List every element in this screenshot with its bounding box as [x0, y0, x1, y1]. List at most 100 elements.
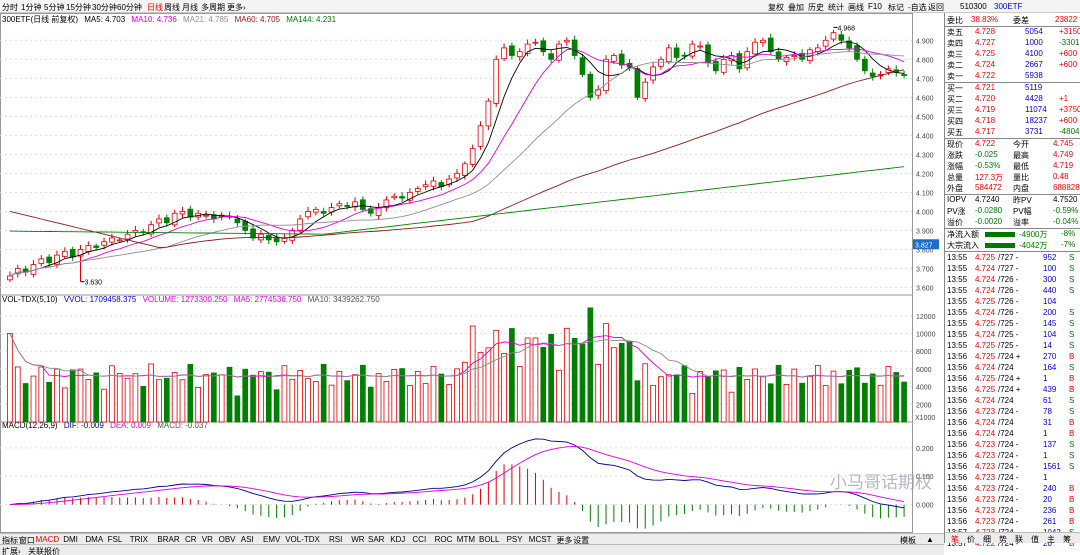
tick-time: 13:56 [947, 363, 968, 372]
volume-bar [705, 375, 711, 423]
indicator-tab-17[interactable]: KDJ [390, 535, 406, 544]
indicator-tab-25[interactable]: 设置 [573, 536, 590, 545]
indicator-tab-6[interactable]: TRIX [129, 535, 149, 544]
volume-bar [634, 380, 641, 423]
candle-body [383, 199, 390, 209]
bid-row: 买三 4.719 11074 +3750 [945, 105, 1080, 115]
flow-pct: -8% [1061, 229, 1076, 238]
candle-body [414, 188, 421, 192]
tick-delta: /725 - [998, 319, 1019, 328]
tick-volume: 1 [1043, 429, 1048, 438]
indicator-tab-16[interactable]: SAR [368, 535, 385, 544]
toolbar-right-3[interactable]: 统计 [828, 3, 844, 12]
period-tab-9[interactable]: 多周期 [201, 3, 225, 12]
candle-body [93, 245, 100, 248]
price-tick: 3.600 [916, 285, 934, 292]
indicator-tab-8[interactable]: CR [185, 535, 197, 544]
period-tab-7[interactable]: 周线 [164, 3, 180, 12]
candle-body [720, 58, 727, 73]
right-tab-5[interactable]: 值 [1031, 535, 1039, 544]
period-tab-3[interactable]: 15分钟 [66, 3, 91, 12]
right-tab-3[interactable]: 势 [999, 535, 1007, 544]
period-tab-5[interactable]: 60分钟 [117, 3, 142, 12]
indicator-tab-15[interactable]: WR [351, 535, 365, 544]
volume-bar [665, 374, 672, 423]
bottom-tab-1[interactable]: 关联报价 [28, 547, 60, 555]
bid-volume: 3731 [1025, 127, 1043, 136]
tick-time: 13:57 [947, 539, 968, 548]
indicator-tab-24[interactable]: 更多 [556, 536, 573, 545]
volume-bar [54, 368, 60, 423]
candle-body [658, 58, 664, 67]
indicator-tab-21[interactable]: BOLL [479, 535, 500, 544]
candle-body [148, 224, 154, 235]
indicator-tab-4[interactable]: DMA [85, 535, 104, 544]
toolbar-right-0[interactable]: 复权 [768, 3, 784, 12]
toolbar-right-5[interactable]: F10 [868, 2, 882, 11]
right-tab-0[interactable]: 笔 [951, 535, 959, 544]
indicator-tab-5[interactable]: FSL [107, 535, 123, 544]
tick-delta: /724 [998, 418, 1014, 427]
candle-body [791, 55, 798, 58]
indicator-tab-12[interactable]: EMV [263, 535, 281, 544]
indicator-tab-13[interactable]: VOL-TDX [285, 535, 320, 544]
chart-area[interactable]: 4.900 4.800 4.700 4.600 4.500 4.400 4.300 4.200… [0, 13, 944, 543]
tick-price: 4.725 [975, 352, 996, 361]
period-tab-2[interactable]: 5分钟 [44, 3, 65, 12]
period-tab-1[interactable]: 1分钟 [21, 3, 42, 12]
tick-row: 13:55 4.724/726 - 440 S [945, 286, 1080, 296]
indicator-tab-14[interactable]: RSI [329, 535, 343, 544]
indicator-tab-19[interactable]: ROC [434, 535, 453, 544]
tick-volume: 236 [1043, 506, 1057, 515]
tick-volume: 78 [1043, 407, 1052, 416]
period-tab-10[interactable]: 更多› [227, 3, 246, 12]
bottom-right-1[interactable]: ▲ [926, 535, 934, 544]
right-tab-6[interactable]: 主 [1047, 535, 1055, 544]
quote-value-2: 4.749 [1053, 150, 1074, 159]
right-tab-4[interactable]: 联 [1015, 535, 1023, 544]
indicator-tab-23[interactable]: MCST [528, 535, 552, 544]
period-tab-4[interactable]: 30分钟 [92, 3, 117, 12]
toolbar-right-4[interactable]: 画线 [848, 3, 864, 12]
volume-bar [336, 370, 343, 423]
indicator-tab-20[interactable]: MTM [456, 535, 476, 544]
indicator-tab-22[interactable]: PSY [506, 535, 523, 544]
toolbar-right-1[interactable]: 叠加 [788, 3, 804, 12]
indicator-tab-2[interactable]: MACD [35, 535, 60, 544]
tick-side: S [1069, 275, 1075, 284]
tick-side: S [1069, 451, 1075, 460]
right-tab-1[interactable]: 价 [967, 535, 975, 544]
indicator-tab-9[interactable]: VR [201, 535, 213, 544]
right-tab-7[interactable]: 筹 [1063, 535, 1071, 544]
period-tab-6[interactable]: 日线 [147, 3, 163, 12]
indicator-tab-18[interactable]: CCI [412, 535, 427, 544]
indicator-tab-7[interactable]: BRAR [157, 535, 180, 544]
volume-legend: VOL-TDX(5,10) VVOL: 1709458.375 VOLUME: … [2, 295, 380, 304]
toolbar-right-2[interactable]: 历史 [808, 3, 824, 12]
period-tab-8[interactable]: 月线 [182, 3, 198, 12]
toolbar-right-6[interactable]: 标记 [888, 3, 904, 12]
iopv-label-2: PV幅 [1013, 207, 1032, 216]
bottom-right-0[interactable]: 模板 [900, 536, 916, 545]
watermark: 小马哥话期权 [830, 473, 932, 492]
indicator-tab-1[interactable]: 窗口 [18, 536, 35, 545]
toolbar-right-8[interactable]: 返回 [928, 3, 944, 12]
right-tab-2[interactable]: 细 [983, 535, 991, 544]
toolbar-right-7[interactable]: -自选 [908, 3, 927, 12]
main-legend: 300ETF(日线 前复权) MA5: 4.703 MA10: 4.736 MA… [2, 14, 336, 25]
indicator-tab-10[interactable]: OBV [218, 535, 236, 544]
volume-bar [148, 363, 154, 423]
period-tab-0[interactable]: 分时 [2, 3, 18, 12]
volume-bar [265, 371, 272, 423]
indicator-tab-3[interactable]: DMI [63, 535, 78, 544]
bid-label: 买二 [947, 95, 963, 104]
indicator-tab-0[interactable]: 指标 [2, 536, 18, 545]
bottom-tab-0[interactable]: 扩展› [2, 547, 21, 555]
tick-delta: /724 + [998, 352, 1021, 361]
candle-body [509, 45, 515, 56]
volume-bar [93, 372, 100, 423]
quote-label: 外盘 [947, 184, 963, 193]
indicator-tab-11[interactable]: ASI [240, 535, 254, 544]
bid-price: 4.718 [975, 116, 996, 125]
volume-bar [305, 378, 311, 423]
